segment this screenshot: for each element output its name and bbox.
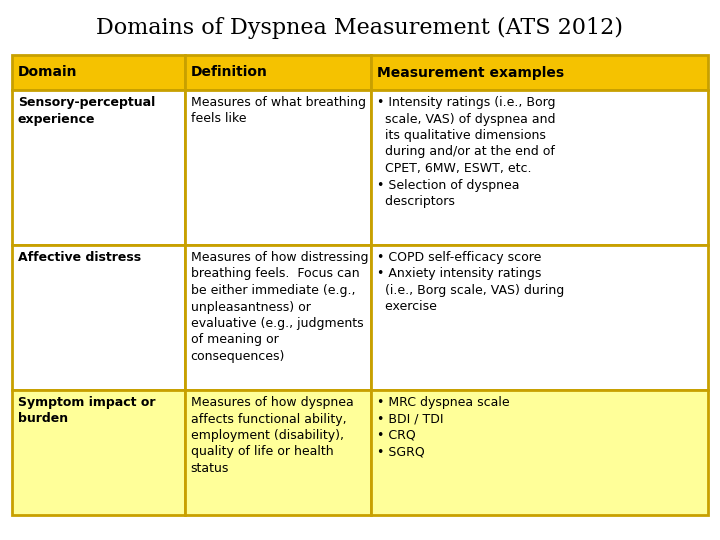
Bar (12, 245, 184, 390)
Text: Measures of how dyspnea
affects functional ability,
employment (disability),
qua: Measures of how dyspnea affects function… (191, 396, 354, 475)
Text: • COPD self-efficacy score
• Anxiety intensity ratings
  (i.e., Borg scale, VAS): • COPD self-efficacy score • Anxiety int… (377, 251, 564, 314)
Text: Symptom impact or
burden: Symptom impact or burden (18, 396, 156, 426)
Bar (184, 55, 371, 90)
Text: Measurement examples: Measurement examples (377, 65, 564, 79)
Text: Measures of what breathing
feels like: Measures of what breathing feels like (191, 96, 366, 125)
Text: Measures of how distressing
breathing feels.  Focus can
be either immediate (e.g: Measures of how distressing breathing fe… (191, 251, 368, 363)
Bar (371, 245, 708, 390)
Text: • MRC dyspnea scale
• BDI / TDI
• CRQ
• SGRQ: • MRC dyspnea scale • BDI / TDI • CRQ • … (377, 396, 510, 458)
Bar (12, 390, 184, 515)
Bar (184, 390, 371, 515)
Bar (371, 55, 708, 90)
Bar (371, 90, 708, 245)
Text: Definition: Definition (191, 65, 268, 79)
Text: • Intensity ratings (i.e., Borg
  scale, VAS) of dyspnea and
  its qualitative d: • Intensity ratings (i.e., Borg scale, V… (377, 96, 556, 208)
Text: Domain: Domain (18, 65, 78, 79)
Text: Domains of Dyspnea Measurement (ATS 2012): Domains of Dyspnea Measurement (ATS 2012… (96, 17, 624, 39)
Bar (184, 90, 371, 245)
Bar (371, 390, 708, 515)
Bar (184, 245, 371, 390)
Text: Affective distress: Affective distress (18, 251, 141, 264)
Bar (12, 90, 184, 245)
Bar (12, 55, 184, 90)
Text: Sensory-perceptual
experience: Sensory-perceptual experience (18, 96, 156, 125)
